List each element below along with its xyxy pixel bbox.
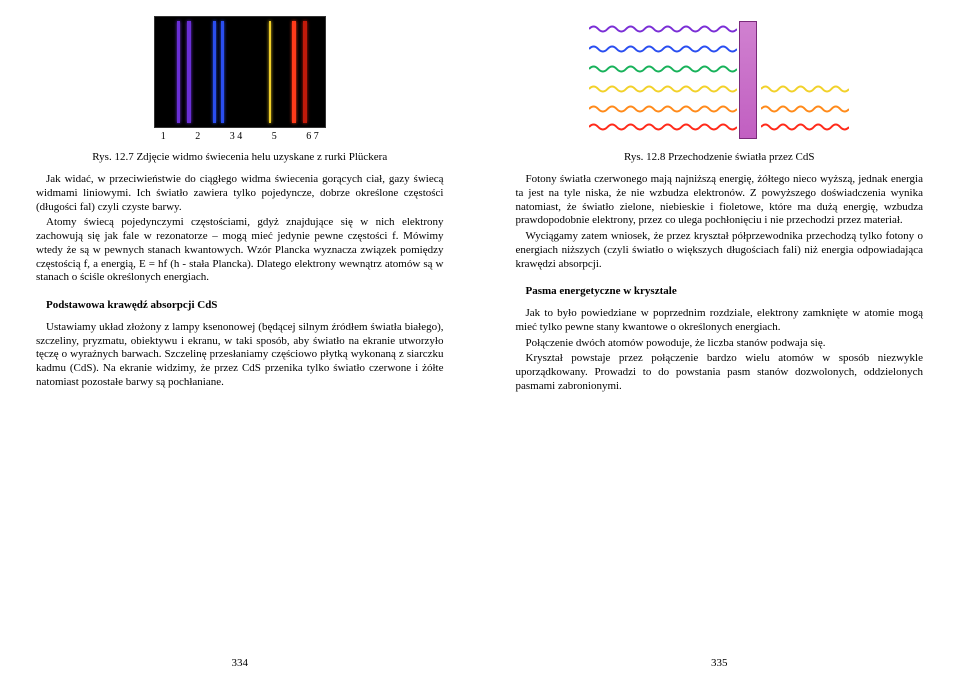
cds-figure — [589, 19, 849, 139]
page-number-right: 335 — [516, 657, 924, 669]
left-body: Jak widać, w przeciwieństwie do ciągłego… — [36, 173, 444, 392]
paragraph: Kryształ powstaje przez połączenie bardz… — [516, 352, 924, 393]
cds-slab — [739, 21, 757, 139]
wave-out — [761, 120, 849, 134]
spectrum-image — [154, 16, 326, 128]
right-body: Fotony światła czerwonego mają najniższą… — [516, 173, 924, 396]
section-heading: Podstawowa krawędź absorpcji CdS — [36, 299, 444, 313]
wave-in — [589, 102, 737, 116]
figure-spectrum-container: 1 2 3 4 5 6 7 — [36, 14, 444, 144]
wave-out — [761, 82, 849, 96]
spectrum-label: 2 — [195, 131, 200, 142]
spectrum-figure: 1 2 3 4 5 6 7 — [154, 16, 326, 142]
spectrum-label: 5 — [272, 131, 277, 142]
spectrum-label: 3 4 — [230, 131, 243, 142]
wave-in — [589, 62, 737, 76]
wave-in — [589, 42, 737, 56]
wave-out — [761, 102, 849, 116]
wave-in — [589, 82, 737, 96]
wave-in — [589, 22, 737, 36]
spectrum-line — [292, 21, 296, 123]
spectrum-line — [221, 21, 224, 123]
wave-in — [589, 120, 737, 134]
page-left: 1 2 3 4 5 6 7 Rys. 12.7 Zdjęcie widmo świece… — [0, 0, 480, 675]
paragraph: Wyciągamy zatem wniosek, że przez kryszt… — [516, 230, 924, 271]
spectrum-line — [177, 21, 180, 123]
spectrum-line — [213, 21, 216, 123]
paragraph: Połączenie dwóch atomów powoduje, że lic… — [516, 337, 924, 351]
page-number-left: 334 — [36, 657, 444, 669]
section-heading: Pasma energetyczne w krysztale — [516, 285, 924, 299]
spectrum-label: 1 — [161, 131, 166, 142]
figure-cds-container — [516, 14, 924, 144]
paragraph: Jak to było powiedziane w poprzednim roz… — [516, 307, 924, 335]
paragraph: Jak widać, w przeciwieństwie do ciągłego… — [36, 173, 444, 214]
figure-caption-left: Rys. 12.7 Zdjęcie widmo świecenia helu u… — [36, 151, 444, 163]
spectrum-axis-labels: 1 2 3 4 5 6 7 — [155, 131, 325, 142]
spectrum-line — [303, 21, 307, 123]
spectrum-line — [187, 21, 191, 123]
spectrum-label: 6 7 — [306, 131, 319, 142]
spectrum-line — [269, 21, 271, 123]
page-right: Rys. 12.8 Przechodzenie światła przez Cd… — [480, 0, 959, 675]
paragraph: Atomy świecą pojedynczymi częstościami, … — [36, 216, 444, 285]
paragraph: Fotony światła czerwonego mają najniższą… — [516, 173, 924, 228]
figure-caption-right: Rys. 12.8 Przechodzenie światła przez Cd… — [516, 151, 924, 163]
paragraph: Ustawiamy układ złożony z lampy ksenonow… — [36, 321, 444, 390]
